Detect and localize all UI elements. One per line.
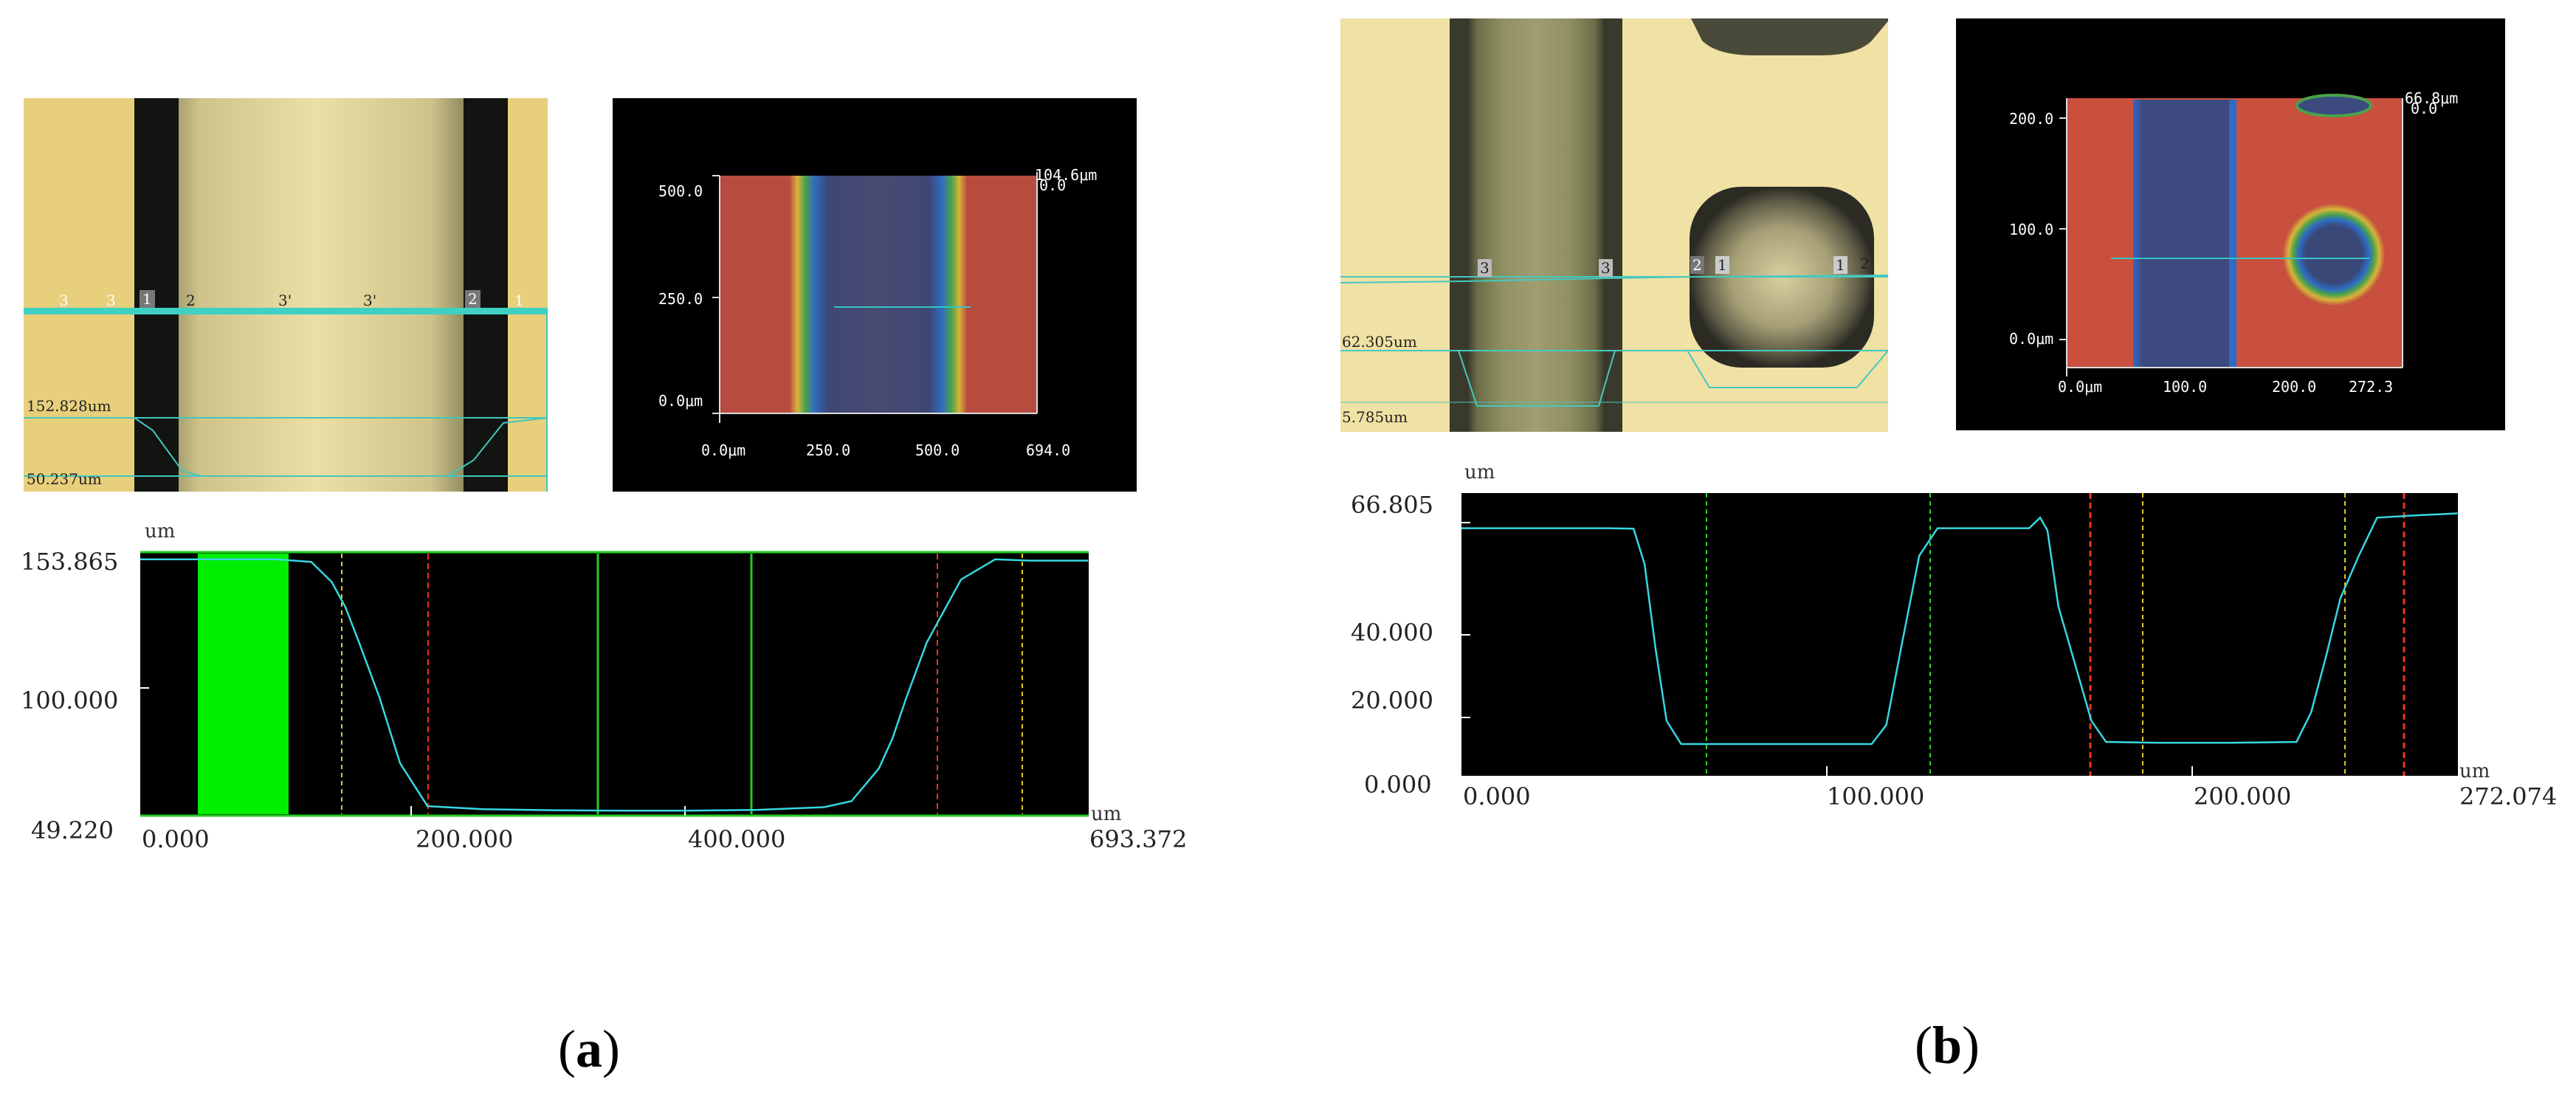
point-label: 1 bbox=[1715, 256, 1729, 274]
x-axis-label: 693.372 bbox=[1089, 825, 1188, 853]
point-label: 1 bbox=[140, 290, 155, 308]
profile-value-top: 152.828um bbox=[27, 397, 111, 415]
x-tick-label: 500.0 bbox=[915, 441, 960, 459]
micrograph-a: 3 3 1 2 3' 3' 2 1 152.828um 50.237um bbox=[24, 98, 548, 492]
micrograph-a-image bbox=[24, 98, 548, 492]
caption-close: ) bbox=[602, 1019, 620, 1078]
y-tick-label: 500.0 bbox=[658, 182, 703, 200]
profile-line-a bbox=[140, 558, 1089, 812]
height-map-a: 500.0 250.0 0.0μm 0.0μm 250.0 500.0 694.… bbox=[613, 98, 1137, 492]
x-axis-label: 200.000 bbox=[2194, 782, 2292, 810]
caption-letter: b bbox=[1932, 1016, 1963, 1075]
height-scale-top: 66.8μm bbox=[2405, 89, 2459, 107]
x-unit-label: um bbox=[1091, 803, 1122, 825]
y-tick-label: 250.0 bbox=[658, 290, 703, 308]
y-tick-label: 0.0μm bbox=[2009, 330, 2054, 348]
y-tick-label: 200.0 bbox=[2009, 110, 2054, 128]
x-tick-label: 250.0 bbox=[806, 441, 851, 459]
micrograph-b-image bbox=[1340, 18, 1888, 432]
x-tick-label: 0.0μm bbox=[2058, 378, 2103, 396]
point-label: 2 bbox=[465, 290, 481, 308]
x-tick-label: 694.0 bbox=[1026, 441, 1071, 459]
x-unit-label: um bbox=[2459, 760, 2490, 782]
point-label: 3' bbox=[363, 292, 377, 309]
point-label: 2 bbox=[186, 292, 196, 309]
x-axis-label: 0.000 bbox=[142, 825, 210, 853]
profile-series-line bbox=[1461, 512, 2458, 746]
height-scale-bottom: 0.0 bbox=[2411, 100, 2438, 117]
height-map-a-image bbox=[712, 172, 1038, 423]
point-label: 3 bbox=[106, 292, 116, 309]
caption-b: (b) bbox=[1915, 1015, 1980, 1076]
caption-close: ) bbox=[1962, 1016, 1980, 1075]
profile-chart-b-svg bbox=[1461, 493, 2458, 776]
caption-open: ( bbox=[558, 1019, 576, 1078]
profile-chart-b: um um 66.805 40.000 20.000 0.000 0.000 1… bbox=[1329, 458, 2576, 827]
y-axis-label: 0.000 bbox=[1364, 771, 1432, 799]
profile-value-bottom: 5.785um bbox=[1342, 408, 1408, 426]
point-label: 3' bbox=[278, 292, 292, 309]
height-scale-bottom: 0.0 bbox=[1039, 176, 1067, 194]
y-axis-label: 20.000 bbox=[1351, 686, 1433, 715]
x-axis-label: 0.000 bbox=[1463, 782, 1531, 810]
x-axis-label: 400.000 bbox=[688, 825, 786, 853]
x-tick-label: 272.3 bbox=[2349, 378, 2394, 396]
caption-letter: a bbox=[575, 1019, 602, 1078]
point-label: 2 bbox=[1690, 256, 1704, 274]
y-axis-label: 100.000 bbox=[21, 686, 119, 715]
y-axis-label: 40.000 bbox=[1351, 619, 1433, 647]
profile-line-b bbox=[1461, 512, 2458, 746]
caption-open: ( bbox=[1915, 1016, 1932, 1075]
point-label: 3 bbox=[1478, 259, 1492, 277]
height-map-b: 200.0 100.0 0.0μm 0.0μm 100.0 200.0 272.… bbox=[1956, 18, 2505, 430]
profile-value-bottom: 50.237um bbox=[27, 470, 102, 488]
point-label: 3 bbox=[59, 292, 69, 309]
x-axis-label: 200.000 bbox=[416, 825, 514, 853]
point-label: 1 bbox=[514, 292, 524, 309]
x-tick-label: 0.0μm bbox=[701, 441, 746, 459]
point-label: 3 bbox=[1599, 259, 1613, 277]
x-axis-label: 272.074 bbox=[2459, 782, 2558, 810]
profile-chart-a: um um 153.865 100.000 49.220 0.000 200.0… bbox=[0, 517, 1255, 864]
height-map-b-image bbox=[2059, 94, 2403, 376]
y-axis-label: 66.805 bbox=[1351, 491, 1433, 519]
profile-chart-a-svg bbox=[140, 551, 1089, 817]
y-axis-label: 49.220 bbox=[31, 816, 114, 844]
point-label: 2 bbox=[1860, 255, 1870, 272]
profile-series-line bbox=[140, 558, 1089, 812]
point-label: 1 bbox=[1833, 256, 1847, 274]
y-axis-label: 153.865 bbox=[21, 548, 119, 576]
height-scale-top: 104.6μm bbox=[1035, 166, 1098, 184]
micrograph-b: 3 3 2 1 1 2 62.305um 5.785um bbox=[1340, 18, 1888, 432]
y-tick-label: 100.0 bbox=[2009, 221, 2054, 238]
x-tick-label: 200.0 bbox=[2272, 378, 2317, 396]
profile-value-top: 62.305um bbox=[1342, 333, 1417, 351]
y-unit-label: um bbox=[1464, 461, 1495, 483]
caption-a: (a) bbox=[558, 1019, 620, 1080]
y-tick-label: 0.0μm bbox=[658, 392, 703, 410]
x-tick-label: 100.0 bbox=[2163, 378, 2208, 396]
y-unit-label: um bbox=[145, 520, 176, 543]
x-axis-label: 100.000 bbox=[1827, 782, 1925, 810]
